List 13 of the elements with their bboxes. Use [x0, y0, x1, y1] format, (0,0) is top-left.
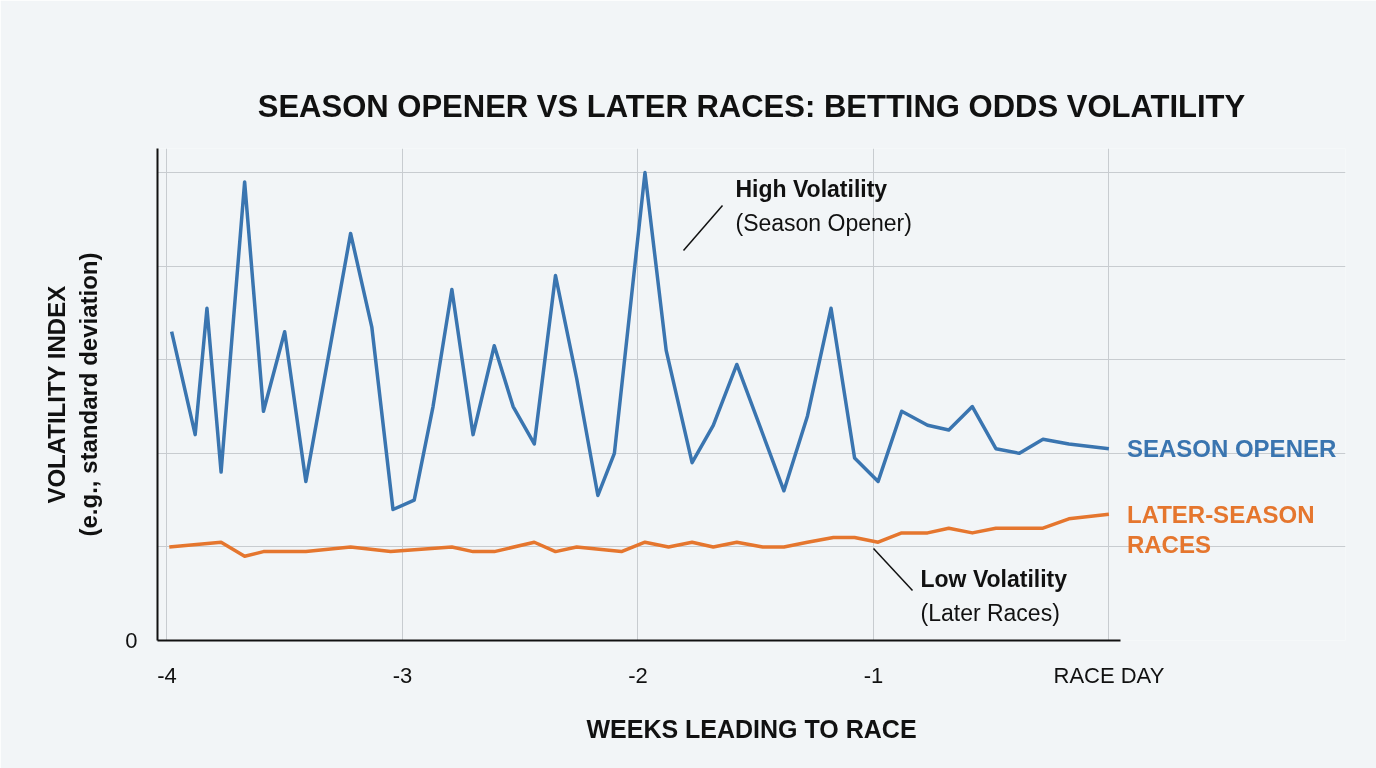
series-label: SEASON OPENER	[1126, 435, 1337, 463]
text: 0	[125, 628, 138, 653]
annotation: Low Volatility (Later Races)	[920, 565, 1068, 626]
chart-title: SEASON OPENER VS LATER RACES: BETTING ODDS VOLATILITY	[257, 88, 1246, 124]
series-label: LATER-SEASON RACES	[1126, 500, 1315, 558]
x-tick-label: -4	[157, 662, 177, 688]
x-tick-label: -3	[392, 662, 413, 688]
x-tick-label: -1	[863, 662, 884, 688]
annotation: High Volatility (Season Opener)	[735, 175, 912, 236]
x-tick-label: RACE DAY	[1053, 662, 1165, 688]
x-tick-label: -2	[628, 662, 648, 688]
y-axis-title: VOLATILITY INDEX (e.g., standard deviation)	[42, 252, 103, 537]
x-axis-title: WEEKS LEADING TO RACE	[586, 714, 917, 743]
